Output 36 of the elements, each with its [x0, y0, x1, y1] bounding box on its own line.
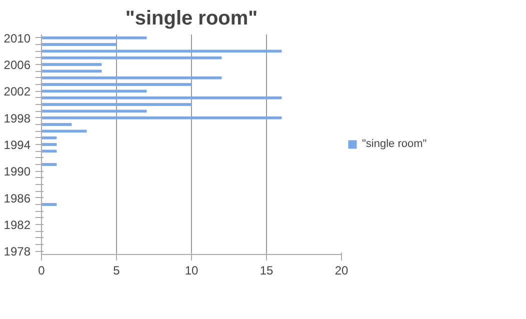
bar [42, 76, 222, 80]
x-tick-label: 20 [334, 264, 348, 278]
bar [42, 123, 72, 126]
bar [42, 96, 282, 100]
bar [42, 36, 147, 40]
x-tick-label: 5 [113, 264, 120, 278]
y-tick-label: 1982 [4, 218, 31, 232]
y-tick-label: 1990 [4, 164, 31, 179]
bar [42, 163, 57, 166]
x-tick-label: 15 [260, 264, 274, 278]
chart-title: "single room" [125, 8, 258, 30]
x-tick-label: 10 [184, 264, 198, 278]
bar [42, 43, 117, 46]
y-tick-label: 2006 [4, 58, 31, 72]
y-tick-label: 2010 [4, 31, 31, 46]
bar [42, 83, 192, 86]
y-tick-label: 1986 [4, 191, 31, 206]
y-tick-label: 2002 [4, 84, 31, 99]
y-tick-label: 1978 [4, 244, 31, 259]
y-tick-label: 1998 [4, 111, 31, 126]
x-tick-label: 0 [38, 264, 46, 278]
bar [42, 130, 87, 133]
y-tick-label: 1994 [4, 138, 31, 152]
bar [42, 110, 147, 113]
bar [42, 90, 147, 93]
bar [42, 203, 57, 206]
bar [42, 136, 57, 140]
bar [42, 150, 57, 153]
bar [42, 103, 192, 106]
bar [42, 116, 282, 120]
bar [42, 50, 282, 53]
legend-label: "single room" [362, 138, 427, 150]
bar [42, 56, 222, 60]
bar [42, 70, 102, 73]
bar [42, 143, 57, 146]
bar [42, 63, 102, 66]
